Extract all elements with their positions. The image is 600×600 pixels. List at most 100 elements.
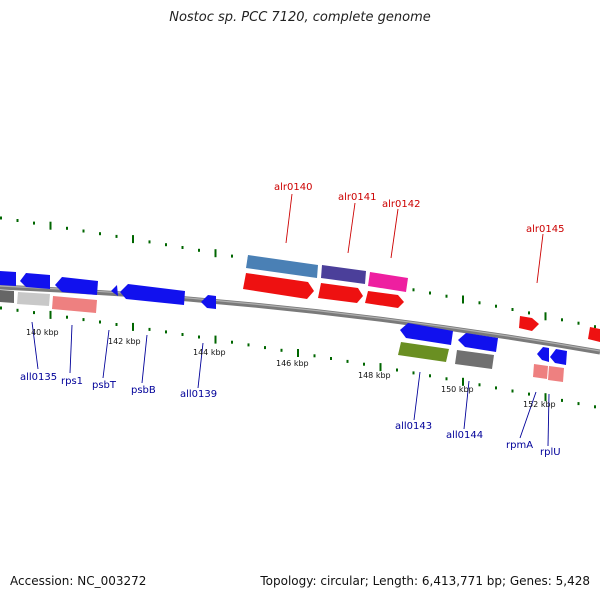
minor-tick bbox=[115, 323, 118, 326]
gene-label-all0143[interactable]: all0143 bbox=[395, 421, 432, 432]
feature-all0135[interactable] bbox=[20, 273, 50, 289]
kbp-label: 150 kbp bbox=[441, 385, 474, 394]
minor-tick bbox=[82, 318, 85, 322]
callout-rps1 bbox=[69, 324, 73, 374]
minor-tick bbox=[396, 368, 398, 372]
minor-tick bbox=[148, 327, 151, 331]
major-tick bbox=[214, 335, 217, 344]
minor-tick bbox=[198, 335, 200, 339]
minor-tick bbox=[577, 321, 580, 325]
feature-rps1[interactable] bbox=[55, 277, 98, 295]
feature-all0143[interactable] bbox=[400, 323, 453, 345]
major-tick bbox=[544, 393, 547, 402]
minor-tick bbox=[445, 377, 448, 381]
feature-alr0140[interactable] bbox=[243, 273, 314, 299]
feature-all0143-domain[interactable] bbox=[398, 342, 449, 362]
gene-label-alr0140[interactable]: alr0140 bbox=[274, 182, 312, 193]
feature-alr0142-domain[interactable] bbox=[368, 272, 408, 292]
feature-alr0142[interactable] bbox=[365, 291, 404, 308]
minor-tick bbox=[231, 254, 233, 258]
minor-tick bbox=[165, 243, 167, 247]
kbp-label: 146 kbp bbox=[276, 359, 309, 368]
minor-tick bbox=[99, 320, 101, 324]
callout-alr0145 bbox=[536, 233, 544, 284]
gene-label-rplU[interactable]: rplU bbox=[540, 447, 561, 458]
major-tick bbox=[49, 310, 52, 319]
reverse-gene-labels: all0135 rps1 psbT psbB all0139 all0143 a… bbox=[20, 372, 561, 458]
feature-all0144-domain[interactable] bbox=[455, 350, 494, 369]
gene-label-alr0142[interactable]: alr0142 bbox=[382, 199, 420, 210]
feature-rplU[interactable] bbox=[550, 349, 567, 365]
feature-alr0141-domain-a[interactable] bbox=[321, 265, 366, 284]
callout-all0143 bbox=[413, 371, 421, 421]
minor-tick bbox=[33, 311, 35, 315]
minor-tick bbox=[528, 311, 530, 315]
minor-tick bbox=[33, 221, 35, 225]
feature-rps1-domain[interactable] bbox=[52, 296, 97, 313]
major-tick bbox=[214, 249, 217, 258]
gene-label-all0135[interactable]: all0135 bbox=[20, 372, 57, 383]
callout-alr0141 bbox=[347, 202, 356, 254]
gene-label-alr0141[interactable]: alr0141 bbox=[338, 192, 376, 203]
minor-tick bbox=[412, 371, 415, 375]
feature-rpmA[interactable] bbox=[537, 347, 549, 362]
major-tick bbox=[49, 221, 52, 230]
kbp-label: 144 kbp bbox=[193, 348, 226, 357]
callout-psbB bbox=[141, 334, 148, 384]
minor-tick bbox=[165, 330, 167, 334]
gene-label-psbB[interactable]: psbB bbox=[131, 385, 156, 396]
minor-tick bbox=[495, 304, 497, 308]
feature-all0134[interactable] bbox=[0, 271, 16, 286]
feature-edge-right[interactable] bbox=[588, 327, 600, 342]
minor-tick bbox=[82, 229, 85, 233]
gene-label-rpmA[interactable]: rpmA bbox=[506, 440, 533, 451]
gene-label-all0144[interactable]: all0144 bbox=[446, 430, 483, 441]
feature-all0135-domain[interactable] bbox=[17, 292, 50, 306]
feature-all0144[interactable] bbox=[458, 333, 498, 352]
callout-all0144 bbox=[463, 380, 470, 430]
major-tick bbox=[379, 363, 382, 372]
gene-label-alr0145[interactable]: alr0145 bbox=[526, 224, 564, 235]
reverse-strand-features bbox=[0, 271, 567, 382]
callout-psbT bbox=[102, 329, 110, 379]
minor-tick bbox=[280, 348, 283, 352]
feature-alr0145[interactable] bbox=[519, 316, 539, 331]
minor-tick bbox=[181, 246, 184, 249]
minor-tick bbox=[148, 240, 151, 244]
minor-tick bbox=[478, 301, 481, 305]
feature-psbB[interactable] bbox=[120, 284, 185, 305]
minor-tick bbox=[412, 288, 415, 292]
minor-tick bbox=[16, 308, 19, 312]
callout-rplU bbox=[547, 393, 550, 447]
minor-tick bbox=[66, 315, 68, 319]
major-tick bbox=[132, 235, 134, 244]
feature-alr0140-domain[interactable] bbox=[246, 255, 318, 278]
major-tick bbox=[462, 377, 464, 386]
feature-rpmA-domain[interactable] bbox=[533, 364, 548, 379]
minor-tick bbox=[594, 405, 596, 409]
minor-tick bbox=[313, 354, 316, 358]
minor-tick bbox=[264, 346, 266, 350]
minor-tick bbox=[0, 216, 2, 220]
feature-rplU-domain[interactable] bbox=[548, 366, 564, 382]
minor-tick bbox=[478, 383, 481, 387]
minor-tick bbox=[16, 219, 19, 222]
gene-label-all0139[interactable]: all0139 bbox=[180, 389, 217, 400]
inner-tick-track bbox=[0, 306, 596, 409]
minor-tick bbox=[594, 325, 596, 329]
feature-all0139[interactable] bbox=[201, 295, 216, 309]
feature-alr0141[interactable] bbox=[318, 283, 363, 303]
kbp-label: 140 kbp bbox=[26, 328, 59, 337]
feature-all0134-domain[interactable] bbox=[0, 290, 14, 303]
feature-psbT[interactable] bbox=[111, 285, 118, 296]
accession-text: Accession: NC_003272 bbox=[10, 574, 147, 588]
gene-label-rps1[interactable]: rps1 bbox=[61, 376, 83, 387]
minor-tick bbox=[231, 340, 233, 344]
callout-alr0140 bbox=[285, 193, 293, 244]
major-tick bbox=[132, 322, 134, 331]
minor-tick bbox=[561, 398, 563, 402]
minor-tick bbox=[99, 232, 101, 236]
minor-tick bbox=[429, 291, 431, 295]
minor-tick bbox=[0, 306, 2, 310]
gene-label-psbT[interactable]: psbT bbox=[92, 380, 117, 391]
